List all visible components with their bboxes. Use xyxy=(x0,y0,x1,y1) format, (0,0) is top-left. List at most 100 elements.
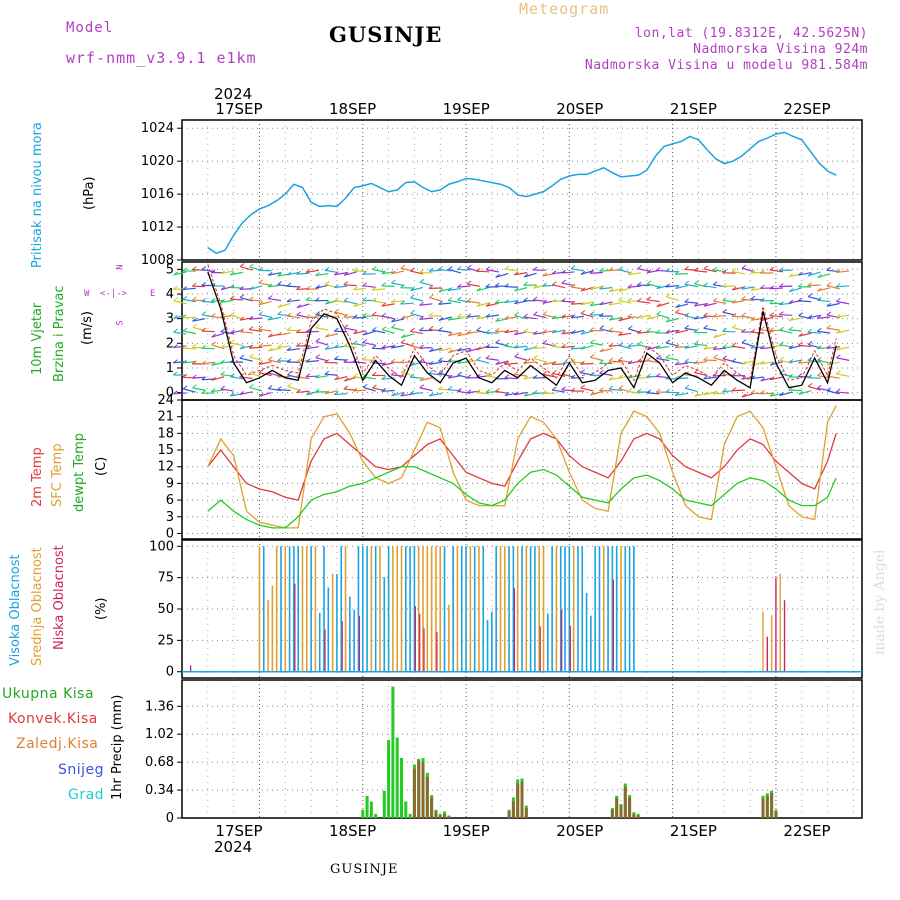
wind-arrow xyxy=(457,390,471,394)
wind-arrow xyxy=(637,376,651,379)
wind-arrow xyxy=(779,391,793,397)
wind-arrow xyxy=(334,393,348,396)
wind-arrow xyxy=(362,376,376,380)
wind-arrow-head xyxy=(835,388,841,393)
wind-arrow xyxy=(353,343,367,347)
wind-arrow xyxy=(750,392,764,395)
wind-arrow xyxy=(239,266,253,271)
wind-arrow xyxy=(325,299,338,305)
wind-arrow xyxy=(684,268,698,272)
wind-arrow-head xyxy=(636,358,642,363)
wind-arrow xyxy=(836,391,850,394)
wind-arrow xyxy=(372,268,386,273)
wind-arrow-head xyxy=(731,387,737,392)
wind-arrow xyxy=(684,283,698,288)
wind-arrow-head xyxy=(561,297,566,302)
wind-arrow xyxy=(817,287,831,292)
wind-arrow-head xyxy=(220,344,226,349)
wind-arrow-head xyxy=(817,384,822,389)
wind-arrow xyxy=(173,392,187,395)
y-tick-label: 21 xyxy=(157,410,174,425)
wind-arrow xyxy=(656,284,670,290)
wind-arrow-head xyxy=(712,266,718,271)
precip-conv-bar xyxy=(417,760,421,818)
wind-arrow xyxy=(646,392,660,395)
lonlat-label: lon,lat (19.8312E, 42.5625N) xyxy=(634,26,868,41)
wind-arrow xyxy=(220,299,234,303)
wind-arrow xyxy=(296,303,310,309)
wind-arrow xyxy=(684,345,698,349)
wind-arrow-head xyxy=(485,355,491,359)
wind-arrow-head xyxy=(817,372,822,376)
precip-total-bar xyxy=(520,778,524,818)
wind-arrow xyxy=(741,286,755,290)
wind-arrow xyxy=(798,315,812,320)
wind-arrow-head xyxy=(267,283,273,288)
wind-arrow-head xyxy=(296,373,301,378)
wind-arrow-head xyxy=(542,340,548,344)
wind-arrow-head xyxy=(466,313,472,318)
wind-arrow-head xyxy=(324,390,330,395)
wind-arrow xyxy=(618,359,632,363)
wind-arrow-head xyxy=(731,312,737,317)
wind-arrow xyxy=(305,345,319,350)
wind-arrow-head xyxy=(798,341,803,346)
wind-arrow-head xyxy=(334,297,339,302)
precip-conv-bar xyxy=(770,793,774,818)
wind-arrow-head xyxy=(694,392,699,397)
wind-arrow xyxy=(268,333,282,338)
top-day-label: 20SEP xyxy=(556,100,604,118)
wind-arrow-head xyxy=(343,281,349,286)
wind-arrow xyxy=(391,300,405,303)
wind-arrow-head xyxy=(608,301,614,306)
wind-arrow-head xyxy=(523,346,529,351)
wind-arrow-head xyxy=(201,360,207,365)
wind-arrow-head xyxy=(722,308,728,313)
wind-arrow xyxy=(239,330,253,334)
wind-arrow xyxy=(628,328,641,334)
y-tick-label: 0 xyxy=(166,665,174,680)
wind-arrow-head xyxy=(409,328,415,332)
wind-arrow xyxy=(466,300,480,304)
wind-arrow-head xyxy=(807,356,813,361)
precip-total-bar xyxy=(369,801,373,818)
wind-arrow-head xyxy=(656,354,661,359)
wind-arrow xyxy=(220,314,234,318)
wind-arrow-head xyxy=(570,314,576,319)
wind-arrow xyxy=(353,287,367,291)
wind-arrow-head xyxy=(589,311,595,316)
wind-arrow-head xyxy=(277,373,282,378)
wind-arrow-head xyxy=(561,360,567,365)
wind-arrow-head xyxy=(551,386,557,391)
wind-arrow xyxy=(618,375,632,379)
wind-arrow-head xyxy=(608,376,614,381)
wind-arrow-head xyxy=(192,384,197,389)
wind-arrow-head xyxy=(438,317,444,321)
wind-arrow-head xyxy=(419,384,425,389)
wind-arrow-head xyxy=(268,369,273,374)
wind-arrow xyxy=(277,375,291,378)
wind-arrow xyxy=(353,376,367,380)
wind-arrow-head xyxy=(352,267,358,271)
wind-arrow-head xyxy=(741,312,747,317)
wind-arrow xyxy=(760,299,774,302)
wind-arrow xyxy=(296,314,310,319)
wind-arrow xyxy=(608,388,622,392)
wind-arrow xyxy=(523,375,537,380)
wind-arrow-head xyxy=(561,279,567,284)
footer-station: GUSINJE xyxy=(330,862,399,877)
y-tick-label: 0.68 xyxy=(145,755,174,770)
wind-arrow-head xyxy=(229,392,235,397)
wind-arrow-head xyxy=(760,284,765,289)
wind-arrow-head xyxy=(438,369,444,374)
wind-arrow xyxy=(476,270,490,273)
wind-arrow-head xyxy=(230,311,235,316)
wind-arrow-head xyxy=(835,314,841,318)
cloud-low-label: Niska Oblacnost xyxy=(52,545,67,650)
top-day-label: 17SEP xyxy=(215,100,263,118)
wind-arrow-head xyxy=(333,327,339,332)
wind-arrow-head xyxy=(816,314,822,319)
wind-arrow-head xyxy=(570,358,576,363)
wind-arrow-head xyxy=(334,376,339,380)
wind-arrow-head xyxy=(419,278,425,283)
